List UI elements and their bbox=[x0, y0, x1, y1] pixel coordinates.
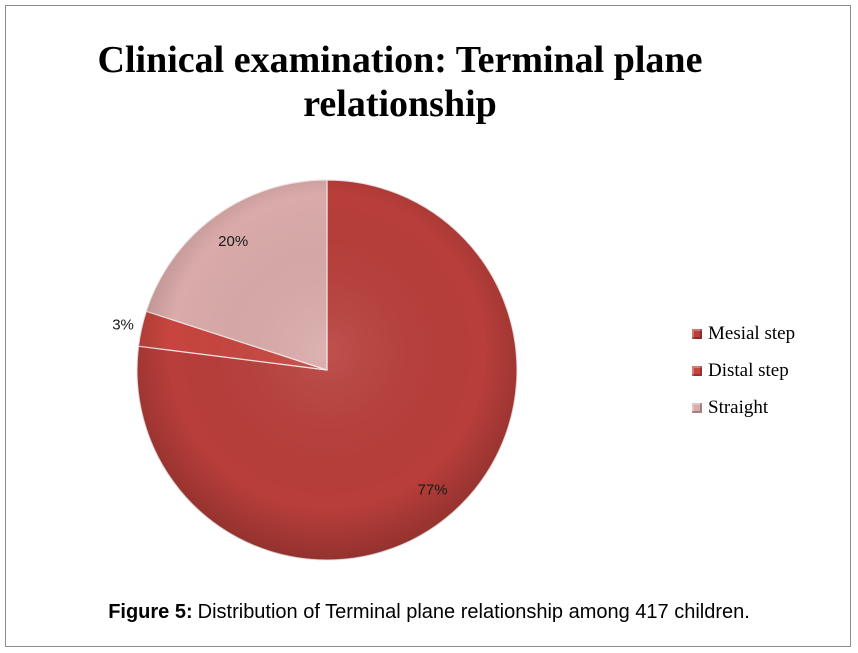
pie-slices bbox=[136, 179, 518, 561]
legend-item-mesial-step: Mesial step bbox=[692, 315, 795, 352]
data-label-distal-step: 3% bbox=[112, 316, 134, 333]
caption-text: Distribution of Terminal plane relations… bbox=[197, 601, 750, 623]
legend-marker-mesial-step bbox=[692, 328, 702, 339]
legend-marker-straight bbox=[692, 402, 702, 413]
legend-label-mesial-step: Mesial step bbox=[708, 322, 796, 344]
legend-item-distal-step: Distal step bbox=[692, 352, 795, 389]
caption-label: Figure 5: bbox=[108, 601, 193, 623]
data-label-straight: 20% bbox=[218, 233, 248, 250]
legend-label-straight: Straight bbox=[708, 396, 769, 418]
legend-item-straight: Straight bbox=[692, 389, 795, 426]
pie-chart: 77% 3% 20% bbox=[112, 179, 518, 561]
figure-caption: Figure 5: Distribution of Terminal plane … bbox=[0, 600, 858, 624]
chart-title: Clinical examination: Terminal plane rel… bbox=[97, 39, 703, 125]
pie-data-labels: 77% 3% 20% bbox=[112, 233, 447, 499]
data-label-mesial-step: 77% bbox=[418, 482, 448, 499]
legend-label-distal-step: Distal step bbox=[708, 359, 789, 381]
legend: Mesial step Distal step Straight bbox=[692, 315, 795, 426]
legend-marker-distal-step bbox=[692, 365, 702, 376]
